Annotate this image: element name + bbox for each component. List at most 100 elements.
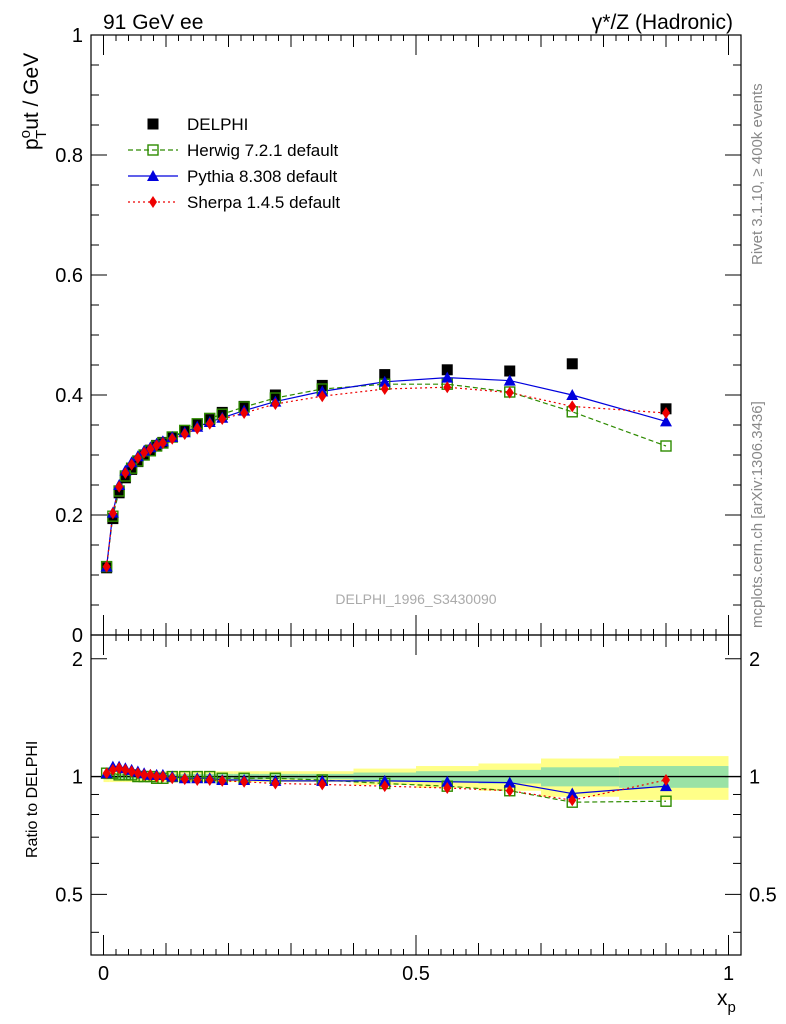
ratio-point	[662, 773, 670, 786]
data-point	[566, 389, 579, 400]
data-point	[193, 422, 202, 435]
data-point	[503, 374, 516, 386]
ratio-point	[121, 763, 130, 776]
ratio-point	[168, 772, 177, 785]
ratio-point	[108, 763, 117, 776]
xlabel-x: x	[717, 987, 728, 1010]
legend-marker	[147, 118, 159, 130]
x-tick-label: 0.5	[402, 963, 430, 985]
analysis-watermark: DELPHI_1996_S3430090	[335, 591, 496, 607]
data-point	[168, 432, 177, 445]
ratio-y-ticks: 0.5 0.5 1 1 2 2	[55, 649, 777, 933]
data-point	[380, 383, 389, 395]
data-point	[180, 428, 189, 440]
data-point	[660, 415, 672, 427]
ratio-point	[180, 773, 189, 786]
ratio-point	[443, 781, 452, 794]
ratio-point	[271, 777, 280, 790]
data-point	[108, 507, 117, 520]
legend-label: Sherpa 1.4.5 default	[187, 193, 340, 212]
ylabel-sub: T	[33, 130, 50, 139]
main-y-tick-label: 0.6	[55, 265, 83, 287]
data-point	[568, 400, 577, 413]
series-lines	[106, 376, 667, 803]
series-line-main	[106, 383, 667, 567]
ylabel-p: p	[20, 138, 43, 150]
series-line-main	[106, 386, 667, 567]
data-point	[271, 398, 280, 410]
ratio-point	[133, 767, 142, 780]
ratio-y-tick-label-right: 0.5	[749, 884, 777, 906]
data-point	[505, 386, 514, 399]
ratio-point	[503, 776, 516, 788]
legend-label: DELPHI	[187, 115, 248, 134]
data-point	[218, 413, 227, 425]
ratio-point	[127, 765, 136, 778]
ratio-point	[115, 762, 124, 775]
data-point	[504, 365, 516, 377]
data-point	[102, 560, 111, 573]
ratio-point	[146, 768, 155, 781]
main-y-ticks: 0 0.2 0.4 0.6 0.8 1	[55, 25, 741, 647]
ratio-point	[205, 773, 214, 786]
x-tick-label: 0	[98, 963, 109, 985]
ratio-point	[152, 770, 161, 783]
ratio-y-axis-label: Ratio to DELPHI	[24, 741, 41, 858]
data-point	[115, 480, 124, 493]
ylabel-rest: ut / GeV	[20, 53, 43, 130]
main-y-tick-label: 0.8	[55, 145, 83, 167]
title-left: 91 GeV ee	[103, 11, 203, 34]
ratio-point	[318, 778, 327, 791]
data-point	[152, 439, 161, 452]
main-y-tick-label: 0	[72, 625, 83, 647]
data-point	[318, 390, 327, 403]
legend-label: Pythia 8.308 default	[187, 167, 338, 186]
legend-marker	[149, 196, 157, 208]
main-y-axis-label: poTut / GeV	[17, 53, 50, 150]
ratio-y-tick-label-right: 1	[749, 767, 760, 789]
data-point	[443, 381, 452, 394]
ratio-point	[240, 775, 249, 788]
main-y-tick-label: 0.2	[55, 505, 83, 527]
data-point	[127, 458, 136, 471]
mcplots-label: mcplots.cern.ch [arXiv:1306.3436]	[749, 401, 766, 628]
data-point	[441, 371, 454, 383]
ratio-point	[102, 767, 111, 780]
ratio-point	[158, 770, 167, 783]
series-line-main	[106, 376, 667, 567]
data-point	[566, 358, 578, 370]
xlabel-sub: p	[728, 999, 736, 1016]
rivet-version-label: Rivet 3.1.10, ≥ 400k events	[749, 83, 766, 265]
ratio-y-tick-label: 2	[72, 649, 83, 671]
data-point	[240, 407, 249, 419]
ratio-point	[140, 768, 149, 781]
data-point	[269, 389, 281, 401]
ratio-point	[380, 780, 389, 793]
main-y-tick-label: 1	[72, 25, 83, 47]
svg-text:poTut / GeV: poTut / GeV	[17, 53, 50, 150]
ratio-y-tick-label: 0.5	[55, 884, 83, 906]
x-tick-label: 1	[723, 963, 734, 985]
ratio-point	[568, 794, 577, 807]
ratio-point	[660, 795, 672, 807]
data-point	[379, 369, 391, 381]
title-right: γ*/Z (Hadronic)	[592, 11, 733, 34]
ratio-y-tick-label-right: 2	[749, 649, 760, 671]
data-point	[158, 437, 167, 449]
ratio-point	[566, 787, 579, 799]
x-axis-label: xp	[717, 987, 736, 1016]
data-point	[133, 452, 142, 464]
data-point	[140, 446, 149, 459]
x-ticks: 0 0.5 1	[98, 35, 734, 985]
ratio-point	[218, 774, 227, 787]
data-point	[205, 417, 214, 430]
data-point	[378, 375, 391, 387]
legend-marker	[147, 170, 159, 181]
data-point	[121, 467, 130, 479]
legend-marker	[147, 144, 159, 156]
ylabel-sup: o	[17, 130, 34, 138]
ratio-point	[441, 775, 454, 787]
data-point	[146, 443, 155, 455]
data-point	[441, 364, 453, 376]
